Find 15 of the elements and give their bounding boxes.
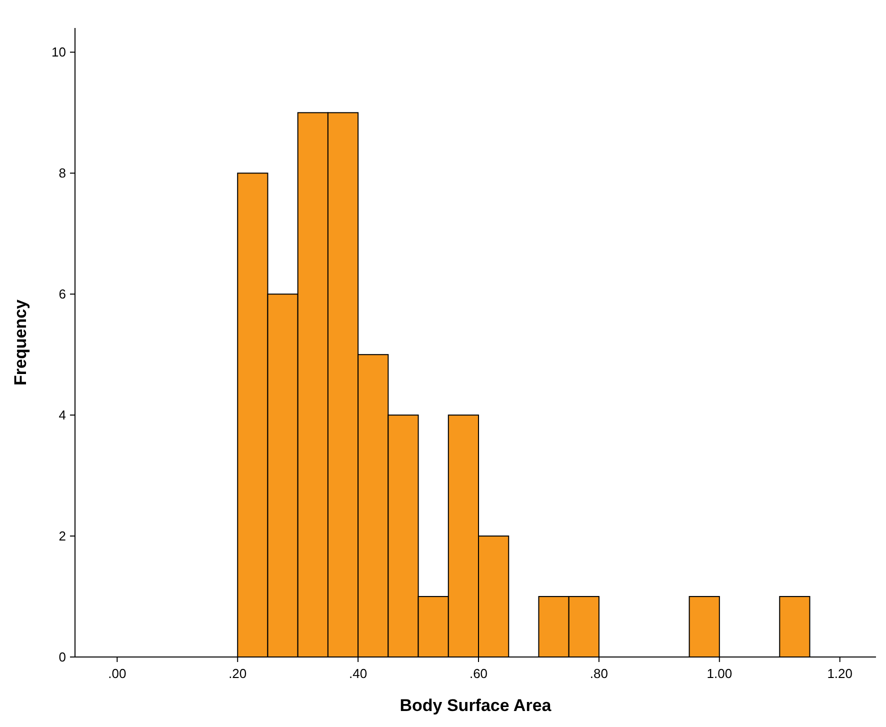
x-axis-title: Body Surface Area — [400, 696, 552, 715]
x-tick-label: .80 — [590, 666, 608, 681]
y-tick-label: 6 — [58, 286, 66, 302]
y-tick-label: 2 — [58, 528, 66, 544]
x-tick-label: 1.00 — [706, 666, 732, 681]
x-tick-label: .00 — [108, 666, 126, 681]
y-tick-label: 4 — [58, 408, 66, 423]
x-tick-label: .20 — [228, 666, 247, 681]
y-tick-label: 10 — [52, 44, 66, 60]
y-axis-title: Frequency — [11, 298, 30, 386]
y-tick-label: 0 — [58, 650, 66, 665]
y-tick-label: 8 — [58, 166, 66, 181]
x-tick-label: 1.20 — [827, 666, 853, 681]
x-tick-label: .60 — [469, 666, 488, 681]
x-tick-label: .40 — [349, 666, 368, 681]
